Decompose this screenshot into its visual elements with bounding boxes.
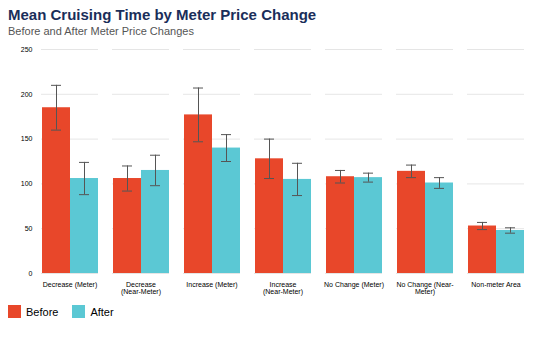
svg-text:200: 200: [21, 91, 33, 98]
svg-text:Decrease (Meter): Decrease (Meter): [43, 281, 97, 289]
svg-text:250: 250: [21, 46, 33, 53]
svg-text:150: 150: [21, 135, 33, 142]
svg-text:50: 50: [25, 225, 33, 232]
svg-text:0: 0: [29, 270, 33, 277]
svg-text:Increase(Near-Meter): Increase(Near-Meter): [263, 281, 303, 296]
svg-text:Decrease(Near-Meter): Decrease(Near-Meter): [121, 281, 161, 296]
svg-text:No Change (Meter): No Change (Meter): [324, 281, 384, 289]
svg-text:Non-meter Area: Non-meter Area: [471, 281, 521, 288]
svg-text:Increase (Meter): Increase (Meter): [186, 281, 237, 289]
svg-text:100: 100: [21, 180, 33, 187]
svg-text:No Change (Near-Meter): No Change (Near-Meter): [396, 281, 454, 296]
html-text:After: After: [90, 305, 114, 318]
html-text:Before and After Meter Price C: Before and After Meter Price Changes: [8, 25, 194, 37]
html-text:Before: Before: [26, 305, 59, 318]
html-text:Mean Cruising Time by Meter Pr: Mean Cruising Time by Meter Price Change: [8, 6, 317, 23]
